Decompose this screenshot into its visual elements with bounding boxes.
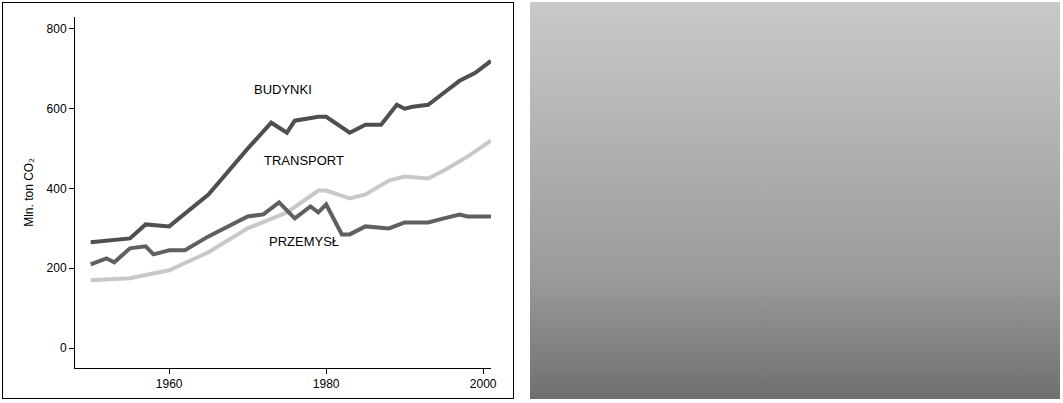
- svg-text:2000: 2000: [470, 377, 497, 391]
- svg-text:BUDYNKI: BUDYNKI: [254, 82, 312, 97]
- svg-text:200: 200: [47, 261, 67, 275]
- svg-text:600: 600: [47, 102, 67, 116]
- svg-text:800: 800: [47, 22, 67, 36]
- svg-text:0: 0: [60, 341, 67, 355]
- svg-text:Mln. ton CO₂: Mln. ton CO₂: [22, 158, 36, 227]
- svg-text:PRZEMYSŁ: PRZEMYSŁ: [269, 234, 339, 249]
- svg-text:1980: 1980: [313, 377, 340, 391]
- svg-text:400: 400: [47, 182, 67, 196]
- svg-text:TRANSPORT: TRANSPORT: [264, 153, 344, 168]
- svg-text:1960: 1960: [156, 377, 183, 391]
